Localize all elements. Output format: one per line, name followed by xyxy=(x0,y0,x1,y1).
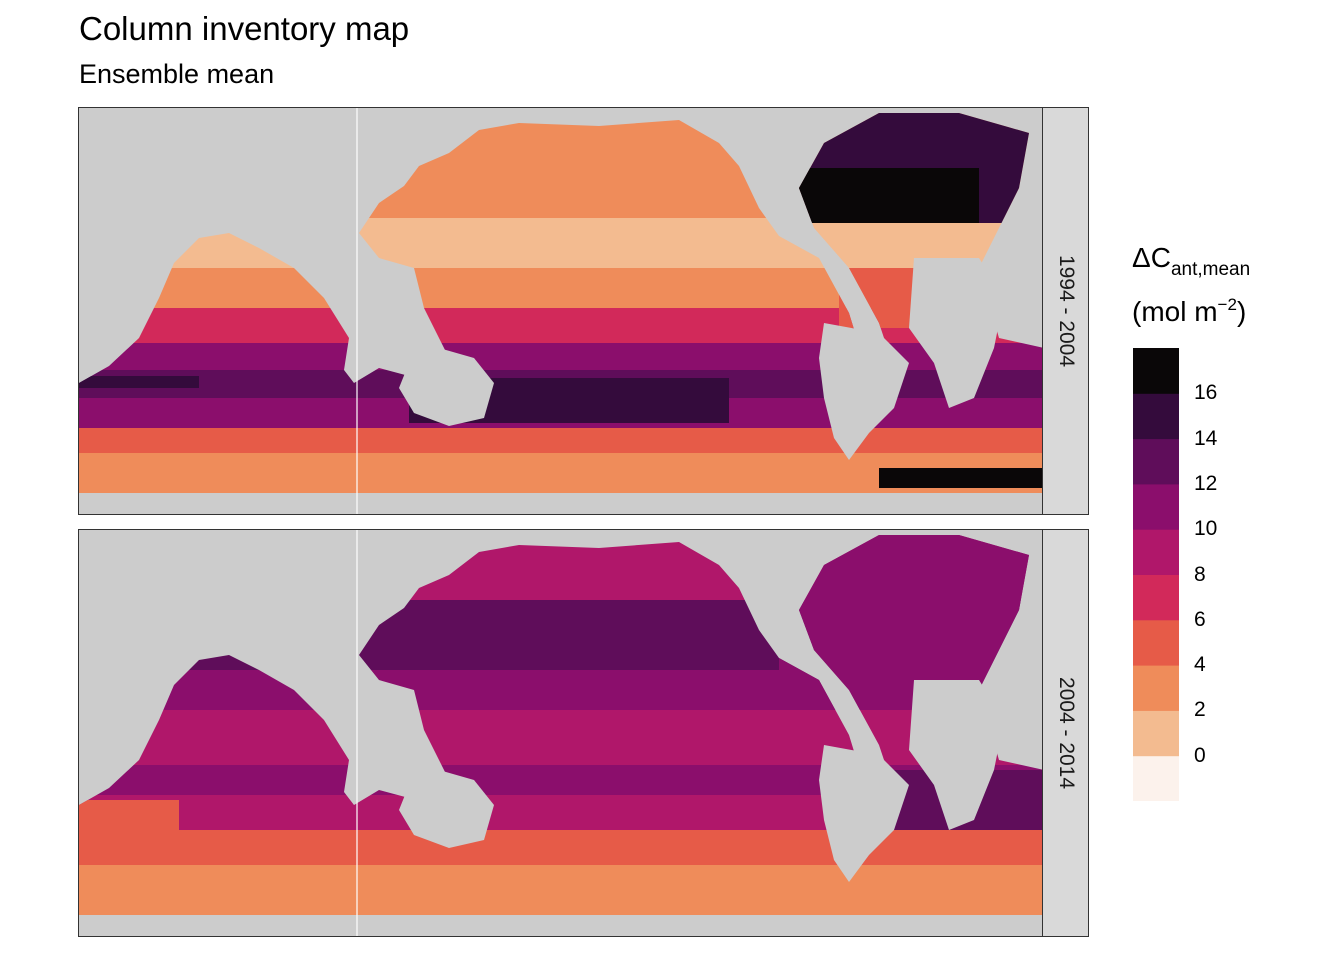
australia-land xyxy=(399,348,494,426)
legend-bin--2-0 xyxy=(1133,755,1179,801)
facet-strip-1: 1994 - 2004 xyxy=(1042,107,1089,515)
legend-bin-12-14 xyxy=(1133,438,1179,485)
map-panel-1994-2004 xyxy=(78,107,1044,515)
legend-bin-6-8 xyxy=(1133,574,1179,621)
legend-tick-label: 10 xyxy=(1194,517,1218,541)
chart-title: Column inventory map xyxy=(79,10,410,47)
africa-land xyxy=(909,680,1004,830)
legend-tick-label: 6 xyxy=(1194,607,1206,631)
legend-bin-10-12 xyxy=(1133,483,1179,530)
south-america-land xyxy=(819,745,909,882)
indian-south-high xyxy=(79,376,199,388)
legend-colorbar xyxy=(1133,348,1179,801)
antarctica-land xyxy=(79,493,1043,514)
legend-bin-4-6 xyxy=(1133,619,1179,666)
facet-label-2: 2004 - 2014 xyxy=(1054,676,1078,790)
legend-bin-16-18 xyxy=(1133,348,1179,394)
legend-bin-2-4 xyxy=(1133,665,1179,711)
legend-bin-8-10 xyxy=(1133,529,1179,575)
legend-tick-label: 2 xyxy=(1194,698,1206,722)
atlantic-north-peak xyxy=(779,168,979,223)
legend-bin-0-2 xyxy=(1133,710,1179,757)
weddell-high xyxy=(879,468,1043,488)
legend-tick-label: 0 xyxy=(1194,743,1206,767)
legend-tick-label: 8 xyxy=(1194,562,1206,586)
legend-tick-label: 12 xyxy=(1194,471,1218,495)
indian-west-field xyxy=(79,800,179,860)
map-panel-2004-2014 xyxy=(78,529,1044,937)
legend-title: ΔCant,mean xyxy=(1132,242,1251,280)
ocean-field xyxy=(79,113,1043,493)
facet-label-1: 1994 - 2004 xyxy=(1054,254,1078,368)
australia-land xyxy=(399,770,494,848)
ocean-band xyxy=(79,865,1043,915)
facet-strip-2: 2004 - 2014 xyxy=(1042,529,1089,937)
legend-tick-label: 16 xyxy=(1194,381,1218,405)
legend-tick-label: 14 xyxy=(1194,426,1218,450)
south-america-land xyxy=(819,323,909,460)
ocean-band xyxy=(79,428,1043,453)
legend-bin-14-16 xyxy=(1133,393,1179,440)
africa-land xyxy=(909,258,1004,408)
chart-subtitle: Ensemble mean xyxy=(79,59,275,89)
map-2004-2014 xyxy=(79,530,1043,936)
ocean-band xyxy=(79,710,1043,765)
legend-tick-label: 4 xyxy=(1194,653,1206,677)
legend-unit: (mol m−2) xyxy=(1132,295,1247,327)
antarctica-land xyxy=(79,915,1043,936)
ocean-band xyxy=(79,830,1043,865)
map-1994-2004 xyxy=(79,108,1043,514)
